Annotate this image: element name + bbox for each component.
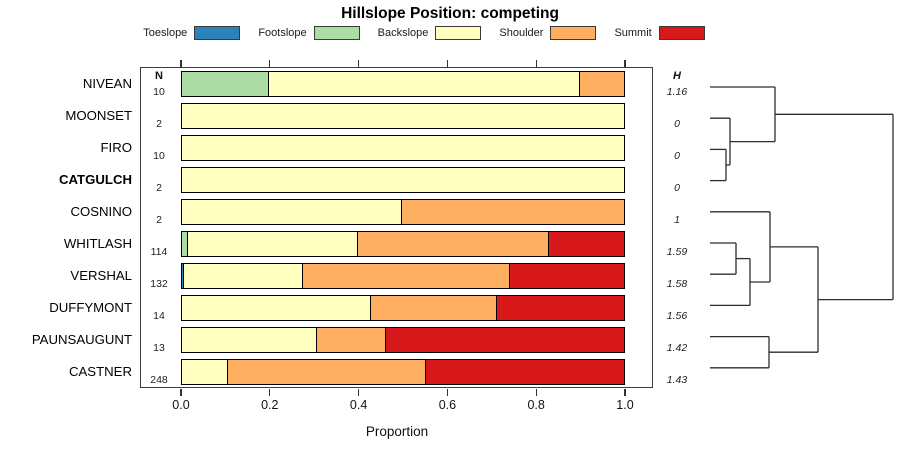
row-n-value: 132 <box>150 278 168 290</box>
row-n-value: 114 <box>150 246 168 258</box>
bar-segment-backslope <box>268 71 581 97</box>
row-h-value: 0 <box>674 118 680 130</box>
row-n-value: 10 <box>153 150 165 162</box>
plot-panel <box>140 67 653 388</box>
bar-segment-backslope <box>181 135 625 161</box>
axis-tick-label: 0.0 <box>172 398 190 412</box>
row-n-value: 2 <box>156 182 162 194</box>
row-label: NIVEAN <box>82 76 132 91</box>
legend-item: Toeslope <box>143 26 241 40</box>
bar-segment-backslope <box>181 103 625 129</box>
legend-item: Backslope <box>378 26 482 40</box>
bar-segment-shoulder <box>579 71 625 97</box>
n-column-header: N <box>155 70 163 82</box>
bar-segment-shoulder <box>227 359 427 385</box>
row-h-value: 1.58 <box>666 278 688 290</box>
legend-label: Summit <box>614 27 652 39</box>
row-label: CATGULCH <box>58 172 132 187</box>
row-n-value: 13 <box>153 342 165 354</box>
axis-tick-label: 0.2 <box>261 398 279 412</box>
axis-tick-bottom <box>357 389 360 396</box>
bar-segment-shoulder <box>357 231 550 257</box>
legend-item: Footslope <box>258 26 360 40</box>
bar-segment-summit <box>425 359 625 385</box>
bar-segment-shoulder <box>401 199 625 225</box>
bar-segment-summit <box>547 231 625 257</box>
chart-title: Hillslope Position: competing <box>341 5 559 22</box>
legend-label: Footslope <box>258 27 307 39</box>
row-label: DUFFYMONT <box>49 300 132 315</box>
legend-label: Toeslope <box>143 27 188 39</box>
row-h-value: 0 <box>674 150 680 162</box>
bar-segment-backslope <box>187 231 359 257</box>
bar-segment-shoulder <box>369 295 498 321</box>
row-label: COSNINO <box>70 204 132 219</box>
row-label: WHITLASH <box>63 236 132 251</box>
row-h-value: 1.43 <box>666 374 688 386</box>
bar-segment-summit <box>509 263 625 289</box>
bar-segment-shoulder <box>316 327 387 353</box>
row-n-value: 2 <box>156 214 162 226</box>
row-label: FIRO <box>100 140 132 155</box>
row-label: MOONSET <box>65 108 132 123</box>
row-h-value: 0 <box>674 182 680 194</box>
legend-label: Shoulder <box>499 27 544 39</box>
axis-tick-bottom <box>180 389 182 396</box>
axis-tick-top <box>180 60 182 67</box>
legend-swatch-toeslope <box>194 26 241 40</box>
row-label: PAUNSAUGUNT <box>31 332 132 347</box>
axis-tick-top <box>357 60 360 67</box>
axis-tick-bottom <box>269 389 271 396</box>
axis-tick-label: 0.4 <box>349 398 368 412</box>
bar-segment-shoulder <box>301 263 511 289</box>
row-h-value: 1.42 <box>666 342 688 354</box>
axis-tick-label: 0.6 <box>438 398 457 412</box>
legend-swatch-footslope <box>313 26 360 40</box>
bar-segment-summit <box>384 327 625 353</box>
row-n-value: 2 <box>156 118 162 130</box>
row-n-value: 248 <box>150 374 168 386</box>
h-column-header: H <box>673 70 681 82</box>
x-axis-title: Proportion <box>365 424 429 439</box>
axis-tick-label: 0.8 <box>527 398 545 412</box>
axis-tick-bottom <box>535 389 537 396</box>
bar-segment-backslope <box>182 263 304 289</box>
legend-label: Backslope <box>377 27 429 39</box>
row-h-value: 1.59 <box>666 246 688 258</box>
bar-segment-backslope <box>181 167 625 193</box>
bar-segment-backslope <box>181 327 318 353</box>
axis-tick-bottom <box>446 389 449 396</box>
legend-item: Shoulder <box>499 26 597 40</box>
bar-segment-footslope <box>181 71 270 97</box>
row-n-value: 10 <box>153 86 165 98</box>
axis-tick-bottom <box>624 389 626 396</box>
axis-tick-top <box>535 60 537 67</box>
legend-swatch-summit <box>658 26 705 40</box>
bar-segment-backslope <box>181 359 229 385</box>
legend-item: Summit <box>614 26 705 40</box>
axis-tick-top <box>446 60 449 67</box>
row-n-value: 14 <box>153 310 165 322</box>
bar-segment-summit <box>496 295 625 321</box>
legend: Toeslope Footslope Backslope Shoulder Summit <box>0 26 848 40</box>
axis-tick-top <box>624 60 626 67</box>
axis-tick-top <box>269 60 271 67</box>
axis-tick-label: 1.0 <box>616 398 634 412</box>
row-h-value: 1 <box>674 214 680 226</box>
bar-segment-backslope <box>181 199 403 225</box>
row-h-value: 1.16 <box>666 86 688 98</box>
bar-segment-backslope <box>181 295 372 321</box>
row-label: VERSHAL <box>70 268 132 283</box>
legend-swatch-backslope <box>435 26 482 40</box>
legend-swatch-shoulder <box>550 26 597 40</box>
row-label: CASTNER <box>68 364 132 379</box>
row-h-value: 1.56 <box>666 310 688 322</box>
